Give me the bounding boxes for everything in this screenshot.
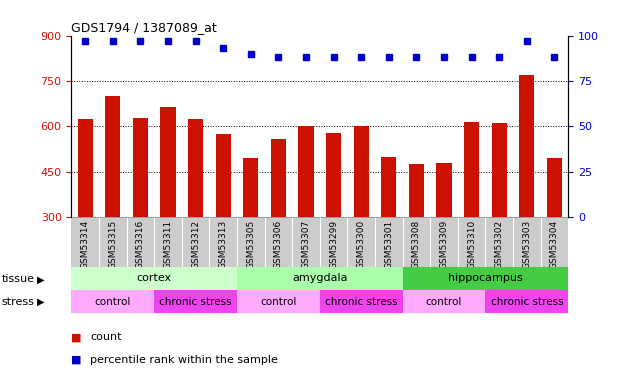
FancyBboxPatch shape: [237, 290, 320, 313]
Text: GSM53309: GSM53309: [440, 220, 448, 269]
Text: stress: stress: [1, 297, 34, 307]
Bar: [381, 157, 396, 218]
Text: GSM53314: GSM53314: [81, 220, 89, 269]
Bar: [492, 123, 507, 218]
Text: GSM53305: GSM53305: [247, 220, 255, 269]
Bar: [78, 119, 93, 218]
Bar: [243, 158, 258, 218]
Text: GSM53315: GSM53315: [108, 220, 117, 269]
Bar: [409, 164, 424, 218]
FancyBboxPatch shape: [320, 290, 402, 313]
Bar: [215, 134, 231, 218]
Text: GSM53299: GSM53299: [329, 220, 338, 269]
Text: GSM53311: GSM53311: [163, 220, 173, 269]
Text: GSM53301: GSM53301: [384, 220, 393, 269]
FancyBboxPatch shape: [402, 290, 486, 313]
Bar: [160, 107, 176, 218]
Text: GSM53304: GSM53304: [550, 220, 559, 269]
Text: GSM53308: GSM53308: [412, 220, 421, 269]
Text: chronic stress: chronic stress: [160, 297, 232, 306]
Bar: [437, 163, 451, 218]
Bar: [188, 119, 203, 218]
Text: ▶: ▶: [37, 297, 45, 307]
FancyBboxPatch shape: [71, 290, 154, 313]
Text: cortex: cortex: [137, 273, 172, 284]
FancyBboxPatch shape: [402, 267, 568, 290]
Text: ■: ■: [71, 333, 82, 342]
Bar: [133, 118, 148, 218]
Text: GSM53303: GSM53303: [522, 220, 532, 269]
Text: control: control: [260, 297, 297, 306]
Text: tissue: tissue: [1, 274, 34, 284]
Bar: [519, 75, 535, 217]
Text: GSM53312: GSM53312: [191, 220, 200, 269]
Text: GDS1794 / 1387089_at: GDS1794 / 1387089_at: [71, 21, 217, 34]
Bar: [353, 126, 369, 218]
Text: amygdala: amygdala: [292, 273, 348, 284]
Text: control: control: [94, 297, 131, 306]
Text: control: control: [426, 297, 462, 306]
Text: chronic stress: chronic stress: [325, 297, 397, 306]
Text: GSM53316: GSM53316: [136, 220, 145, 269]
Bar: [326, 132, 341, 218]
Text: ■: ■: [71, 355, 82, 365]
FancyBboxPatch shape: [486, 290, 568, 313]
Text: ▶: ▶: [37, 274, 45, 284]
Text: GSM53307: GSM53307: [302, 220, 310, 269]
FancyBboxPatch shape: [71, 267, 237, 290]
FancyBboxPatch shape: [154, 290, 237, 313]
Bar: [299, 126, 314, 218]
Text: GSM53300: GSM53300: [356, 220, 366, 269]
Text: chronic stress: chronic stress: [491, 297, 563, 306]
Text: count: count: [90, 333, 122, 342]
Bar: [547, 158, 562, 218]
Text: GSM53313: GSM53313: [219, 220, 228, 269]
Text: percentile rank within the sample: percentile rank within the sample: [90, 355, 278, 365]
Bar: [271, 139, 286, 218]
Bar: [105, 96, 120, 218]
Text: GSM53306: GSM53306: [274, 220, 283, 269]
Text: hippocampus: hippocampus: [448, 273, 523, 284]
FancyBboxPatch shape: [237, 267, 402, 290]
Bar: [464, 122, 479, 218]
Text: GSM53310: GSM53310: [467, 220, 476, 269]
Text: GSM53302: GSM53302: [495, 220, 504, 269]
